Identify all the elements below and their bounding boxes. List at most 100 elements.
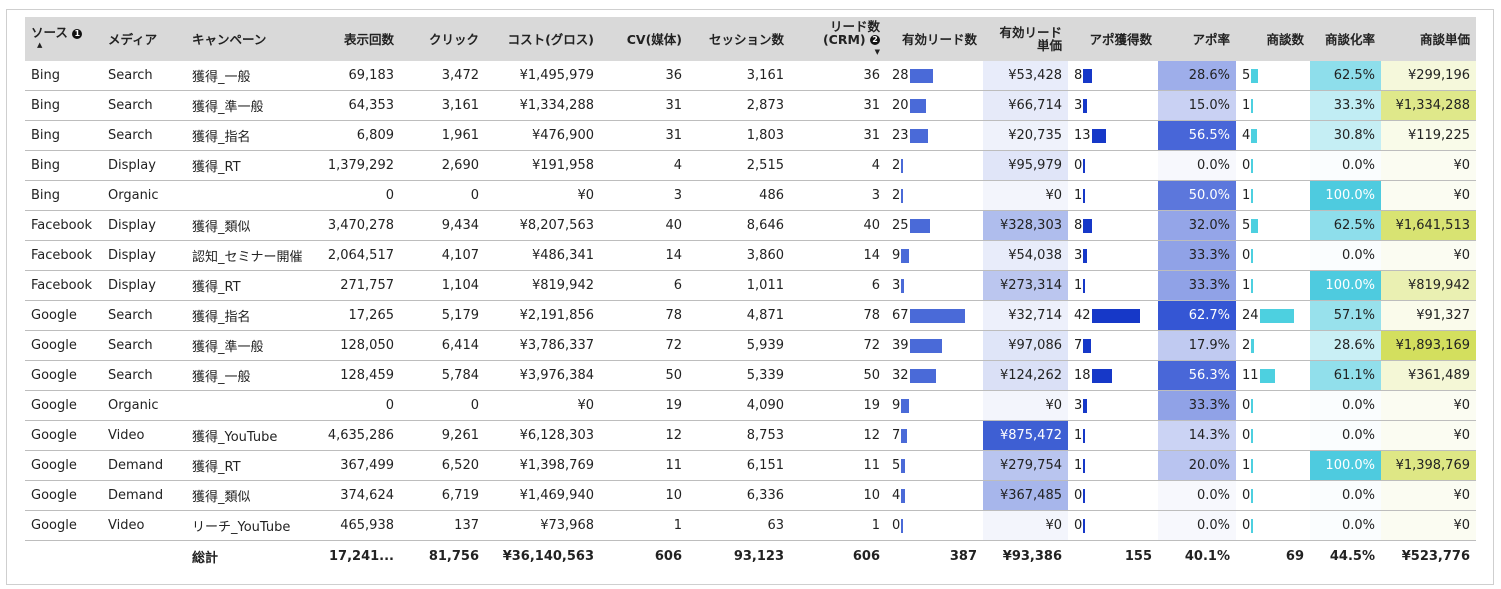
cell-valid-leads: 20 bbox=[886, 90, 983, 121]
value: 0 bbox=[892, 518, 901, 533]
value: 0 bbox=[1242, 428, 1251, 443]
cell-clicks: 9,261 bbox=[400, 420, 485, 451]
cell-media: Search bbox=[102, 120, 186, 151]
cell-impressions: 69,183 bbox=[310, 61, 400, 91]
table-row[interactable]: Google Organic 0 0 ¥0 19 4,090 19 9 ¥0 3 33.3% 0 0.0%… bbox=[25, 390, 1476, 421]
column-header-impressions[interactable]: 表示回数 bbox=[310, 17, 400, 61]
table-row[interactable]: Facebook Display 認知_セミナー開催 2,064,517 4,107 ¥4… bbox=[25, 240, 1476, 271]
cell-cost: ¥1,334,288 bbox=[485, 90, 600, 121]
table-row[interactable]: Google Search 獲得_準一般 128,050 6,414 ¥3,786,337… bbox=[25, 330, 1476, 361]
cell-cv: 31 bbox=[600, 90, 688, 121]
table-row[interactable]: Bing Display 獲得_RT 1,379,292 2,690 ¥191,958 4 2… bbox=[25, 150, 1476, 181]
cell-media: Search bbox=[102, 360, 186, 391]
column-header-source[interactable]: ソース 1 ▲ bbox=[25, 17, 102, 61]
cell-impressions: 2,064,517 bbox=[310, 240, 400, 271]
cell-campaign: 獲得_類似 bbox=[186, 480, 310, 511]
column-header-cost[interactable]: コスト(グロス) bbox=[485, 17, 600, 61]
header-label: 表示回数 bbox=[343, 31, 394, 47]
column-header-campaign[interactable]: キャンペーン bbox=[186, 17, 310, 61]
cell-sessions: 4,090 bbox=[688, 390, 790, 421]
cell-leads-crm: 4 bbox=[790, 150, 886, 181]
column-header-appointment-rate[interactable]: アポ率 bbox=[1158, 17, 1236, 61]
bar-mark bbox=[1083, 518, 1085, 533]
table-row[interactable]: Google Demand 獲得_RT 367,499 6,520 ¥1,398,769 1… bbox=[25, 450, 1476, 481]
table-row[interactable]: Bing Organic 0 0 ¥0 3 486 3 2 ¥0 1 50.0% 1 100.0% ¥0 bbox=[25, 180, 1476, 211]
cell-deal-rate: 0.0% bbox=[1310, 480, 1381, 511]
info-badge-icon[interactable]: 1 bbox=[72, 28, 83, 39]
cell-deals: 4 bbox=[1236, 120, 1310, 151]
column-header-cv[interactable]: CV(媒体) bbox=[600, 17, 688, 61]
column-header-deal-unit-cost[interactable]: 商談単価 bbox=[1381, 17, 1476, 61]
cell-appointments: 1 bbox=[1068, 270, 1158, 301]
cell-clicks: 4,107 bbox=[400, 240, 485, 271]
cell-deals: 2 bbox=[1236, 330, 1310, 361]
cell-deal-rate: 0.0% bbox=[1310, 420, 1381, 451]
value: 2 bbox=[1242, 338, 1251, 353]
header-label: 商談化率 bbox=[1324, 31, 1375, 47]
cell-appointments: 1 bbox=[1068, 180, 1158, 211]
cell-appointments: 1 bbox=[1068, 450, 1158, 481]
bar-mark bbox=[1251, 158, 1253, 173]
table-row[interactable]: Bing Search 獲得_一般 69,183 3,472 ¥1,495,979 36 3,… bbox=[25, 61, 1476, 91]
total-deal-unit-cost: ¥523,776 bbox=[1401, 548, 1470, 564]
cell-deal-unit-cost: ¥0 bbox=[1381, 240, 1476, 271]
cell-deals: 0 bbox=[1236, 240, 1310, 271]
cell-deal-rate: 0.0% bbox=[1310, 390, 1381, 421]
cell-deals: 0 bbox=[1236, 480, 1310, 511]
cell-clicks: 2,690 bbox=[400, 150, 485, 181]
table-row[interactable]: Facebook Display 獲得_類似 3,470,278 9,434 ¥8,207… bbox=[25, 210, 1476, 241]
value: 28 bbox=[892, 68, 909, 83]
column-header-appointments[interactable]: アポ獲得数 bbox=[1068, 17, 1158, 61]
column-header-clicks[interactable]: クリック bbox=[400, 17, 485, 61]
cell-deals: 1 bbox=[1236, 450, 1310, 481]
cell-source: Facebook bbox=[25, 270, 102, 301]
column-header-deals[interactable]: 商談数 bbox=[1236, 17, 1310, 61]
value: 1 bbox=[1074, 428, 1083, 443]
table-row[interactable]: Google Search 獲得_一般 128,459 5,784 ¥3,976,384 5… bbox=[25, 360, 1476, 391]
bar-mark bbox=[909, 308, 965, 323]
total-valid-leads: 387 bbox=[949, 548, 977, 564]
cell-clicks: 3,472 bbox=[400, 61, 485, 91]
cell-valid-lead-unit-cost: ¥32,714 bbox=[983, 300, 1068, 331]
info-badge-icon[interactable]: 2 bbox=[870, 35, 880, 45]
cell-cost: ¥1,469,940 bbox=[485, 480, 600, 511]
cell-impressions: 271,757 bbox=[310, 270, 400, 301]
bar-mark bbox=[1251, 518, 1253, 533]
column-header-deal-rate[interactable]: 商談化率 bbox=[1310, 17, 1381, 61]
column-header-media[interactable]: メディア bbox=[102, 17, 186, 61]
cell-appointment-rate: 33.3% bbox=[1158, 270, 1236, 301]
sort-desc-icon[interactable]: ▼ bbox=[874, 47, 880, 56]
table-row[interactable]: Bing Search 獲得_準一般 64,353 3,161 ¥1,334,288 31 2… bbox=[25, 90, 1476, 121]
table-row[interactable]: Facebook Display 獲得_RT 271,757 1,104 ¥819,942… bbox=[25, 270, 1476, 301]
table-row[interactable]: Google Demand 獲得_類似 374,624 6,719 ¥1,469,940 1… bbox=[25, 480, 1476, 511]
column-header-sessions[interactable]: セッション数 bbox=[688, 17, 790, 61]
cell-source: Facebook bbox=[25, 210, 102, 241]
column-header-valid-lead-unit-cost[interactable]: 有効リード 単価 bbox=[983, 17, 1068, 61]
cell-cv: 19 bbox=[600, 390, 688, 421]
cell-valid-leads: 9 bbox=[886, 390, 983, 421]
value: 13 bbox=[1074, 128, 1091, 143]
cell-deal-unit-cost: ¥1,398,769 bbox=[1381, 450, 1476, 481]
sort-asc-icon[interactable]: ▲ bbox=[37, 41, 43, 49]
table-row[interactable]: Google Video 獲得_YouTube 4,635,286 9,261 ¥6,12… bbox=[25, 420, 1476, 451]
header-row: ソース 1 ▲ メディア キャンペーン 表示回数 クリック コスト(グロス) CV(媒体) セッ… bbox=[25, 17, 1476, 61]
value: 0 bbox=[1242, 518, 1251, 533]
cell-appointments: 7 bbox=[1068, 330, 1158, 361]
column-header-leads-crm[interactable]: リード数 (CRM) 2 ▼ bbox=[790, 17, 886, 61]
cell-sessions: 6,151 bbox=[688, 450, 790, 481]
table-row[interactable]: Bing Search 獲得_指名 6,809 1,961 ¥476,900 31 1,803… bbox=[25, 120, 1476, 151]
table-row[interactable]: Google Video リーチ_YouTube 465,938 137 ¥73,968 1… bbox=[25, 510, 1476, 541]
cell-clicks: 137 bbox=[400, 510, 485, 541]
cell-deals: 24 bbox=[1236, 300, 1310, 331]
bar-mark bbox=[1083, 338, 1092, 353]
cell-sessions: 5,939 bbox=[688, 330, 790, 361]
total-impressions: 17,241... bbox=[329, 548, 394, 564]
cell-clicks: 6,520 bbox=[400, 450, 485, 481]
value: 1 bbox=[1074, 278, 1083, 293]
total-cv: 606 bbox=[654, 548, 682, 564]
cell-valid-lead-unit-cost: ¥66,714 bbox=[983, 90, 1068, 121]
header-label: アポ率 bbox=[1192, 31, 1230, 47]
column-header-valid-leads[interactable]: 有効リード数 bbox=[886, 17, 983, 61]
total-deals: 69 bbox=[1285, 548, 1304, 564]
table-row[interactable]: Google Search 獲得_指名 17,265 5,179 ¥2,191,856 78… bbox=[25, 300, 1476, 331]
